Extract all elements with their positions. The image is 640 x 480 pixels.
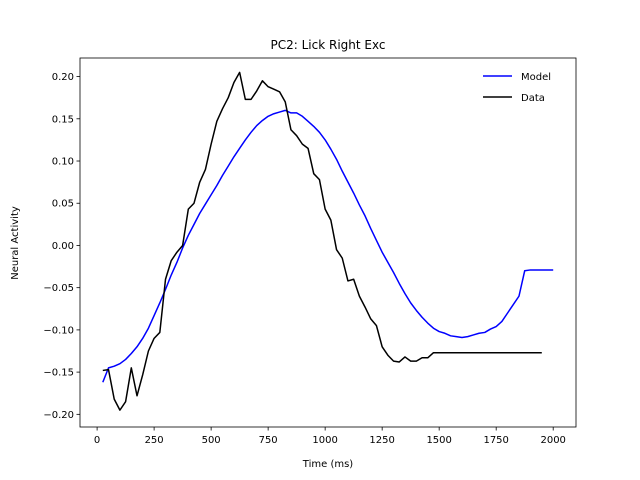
legend: Model Data <box>483 72 551 104</box>
y-tick-label: −0.10 <box>43 325 74 336</box>
x-tick-label: 750 <box>259 435 278 446</box>
x-tick-label: 0 <box>94 435 100 446</box>
plot-area <box>102 71 554 411</box>
y-tick-label: 0.20 <box>52 72 74 83</box>
chart-title: PC2: Lick Right Exc <box>271 38 386 52</box>
x-tick-label: 250 <box>145 435 164 446</box>
y-tick-label: 0.10 <box>52 157 74 168</box>
y-tick-label: 0.00 <box>52 241 74 252</box>
y-tick-label: −0.05 <box>43 283 74 294</box>
y-axis-title: Neural Activity <box>10 206 21 280</box>
x-tick-label: 1750 <box>483 435 508 446</box>
y-tick-label: 0.15 <box>52 114 74 125</box>
x-axis-title: Time (ms) <box>302 459 354 470</box>
x-tick-label: 1000 <box>312 435 337 446</box>
legend-label-model: Model <box>521 72 551 83</box>
y-tick-label: −0.20 <box>43 410 74 421</box>
x-tick-label: 1250 <box>369 435 394 446</box>
x-tick-label: 1500 <box>426 435 451 446</box>
y-axis: −0.20 −0.15 −0.10 −0.05 0.00 0.05 0.10 0.15 0.20 <box>43 72 80 421</box>
x-tick-label: 500 <box>202 435 221 446</box>
series-line-data <box>102 71 542 411</box>
plot-frame <box>79 57 577 428</box>
x-tick-label: 2000 <box>540 435 565 446</box>
y-tick-label: 0.05 <box>52 199 74 210</box>
y-tick-label: −0.15 <box>43 368 74 379</box>
x-axis: 0 250 500 750 1000 1250 1500 1750 2000 <box>94 427 566 446</box>
series-line-model <box>102 109 554 383</box>
legend-label-data: Data <box>521 93 545 104</box>
